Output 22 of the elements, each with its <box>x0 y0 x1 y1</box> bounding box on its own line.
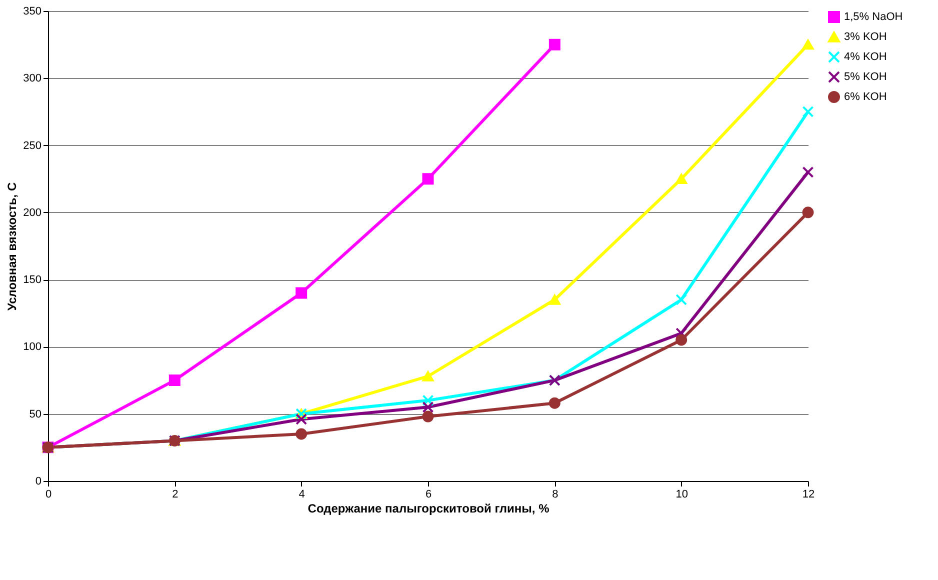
y-tick-label: 150 <box>23 274 42 286</box>
y-tick-label: 350 <box>23 6 42 18</box>
y-tick-label: 0 <box>35 476 42 488</box>
legend-label: 5% KOH <box>844 71 887 83</box>
legend-label: 3% KOH <box>844 31 887 43</box>
legend-label: 1,5% NaOH <box>844 11 903 23</box>
y-tick-label: 200 <box>23 206 42 219</box>
y-axis-title: Условная вязкость, С <box>5 182 20 311</box>
y-tick-label: 300 <box>23 72 42 85</box>
legend-label: 6% KOH <box>844 91 887 103</box>
x-tick-label: 4 <box>298 488 305 500</box>
y-tick-label: 250 <box>23 140 42 152</box>
y-tick-label: 100 <box>23 341 42 354</box>
x-tick-label: 12 <box>802 488 815 500</box>
legend-label: 4% KOH <box>844 51 887 63</box>
x-tick-label: 10 <box>676 488 688 500</box>
x-tick-label: 0 <box>45 488 52 500</box>
x-axis-title: Содержание палыгорскитовой глины, % <box>308 502 550 516</box>
y-tick-label: 50 <box>29 408 42 420</box>
x-tick-label: 6 <box>425 488 432 500</box>
x-tick-label: 8 <box>552 488 558 500</box>
x-tick-label: 2 <box>172 488 178 500</box>
